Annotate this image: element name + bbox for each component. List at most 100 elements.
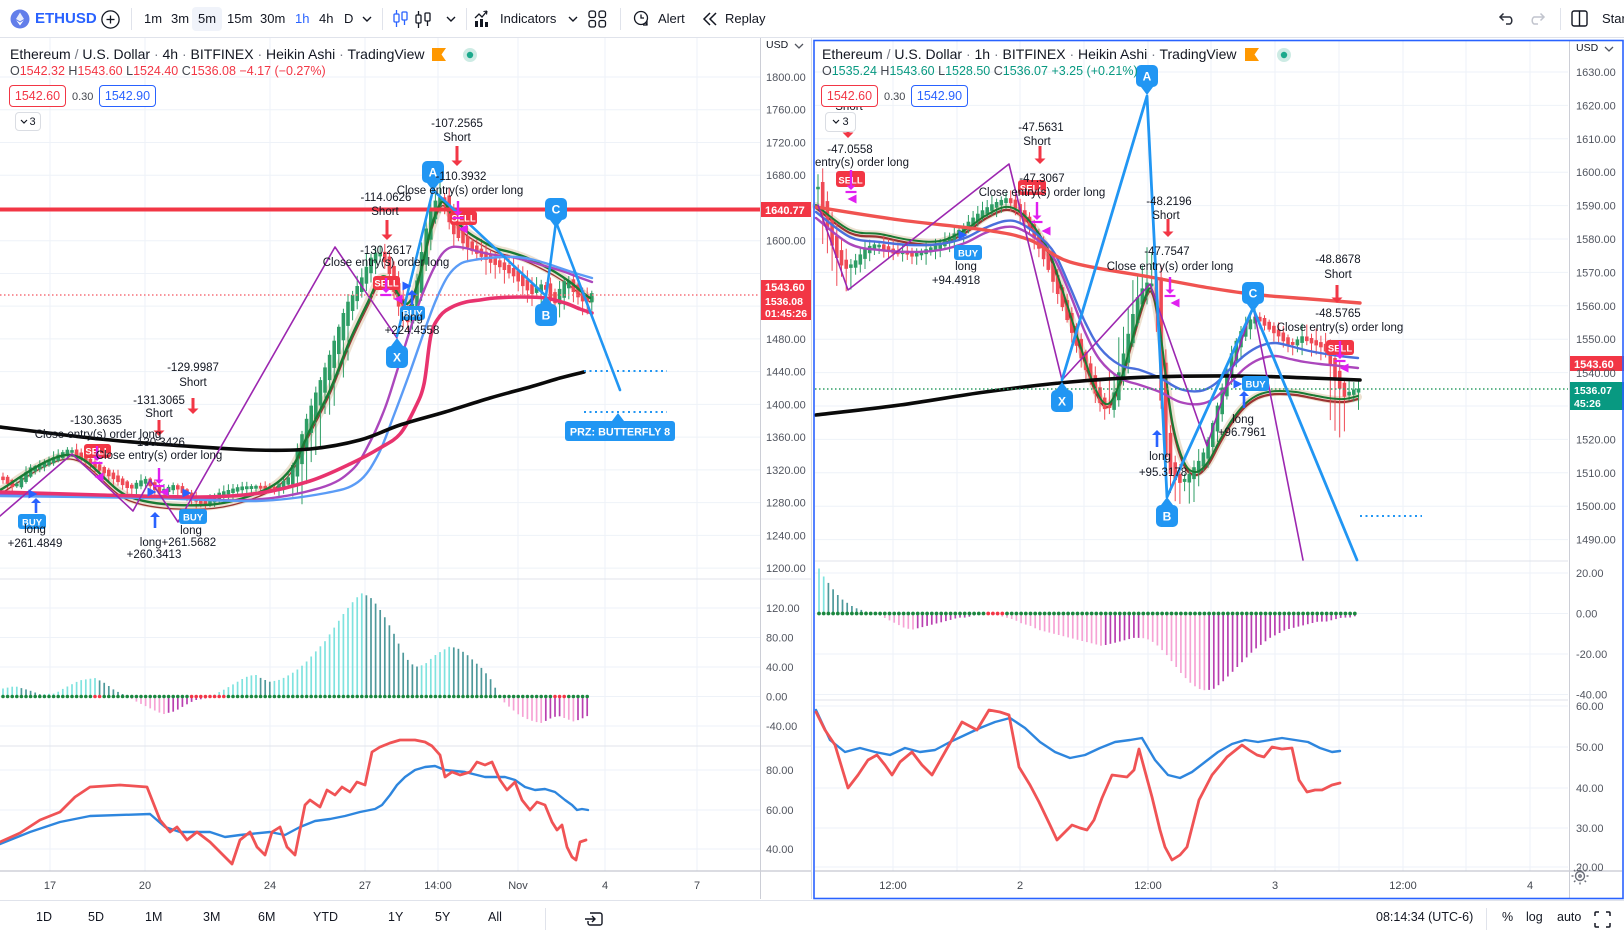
svg-text:1200.00: 1200.00 (766, 563, 806, 575)
svg-text:1590.00: 1590.00 (1576, 201, 1616, 213)
svg-text:60.00: 60.00 (1576, 701, 1604, 713)
svg-text:1760.00: 1760.00 (766, 105, 806, 117)
svg-text:Close entry(s) order long: Close entry(s) order long (323, 257, 450, 269)
svg-text:Short: Short (1324, 269, 1352, 281)
svg-text:-107.2565: -107.2565 (431, 118, 483, 130)
svg-text:+260.3413: +260.3413 (127, 549, 182, 561)
svg-text:40.00: 40.00 (766, 844, 794, 856)
svg-text:-131.3065: -131.3065 (133, 395, 185, 407)
svg-text:12:00: 12:00 (879, 880, 907, 892)
svg-text:2: 2 (1017, 880, 1023, 892)
svg-text:USD: USD (1576, 42, 1599, 54)
svg-text:long: long (401, 312, 423, 324)
svg-text:17: 17 (44, 880, 56, 892)
svg-text:7: 7 (694, 880, 700, 892)
svg-text:4: 4 (1527, 880, 1533, 892)
svg-text:1520.00: 1520.00 (1576, 434, 1616, 446)
svg-text:1580.00: 1580.00 (1576, 234, 1616, 246)
svg-text:Short: Short (1152, 210, 1180, 222)
svg-text:-130.3635: -130.3635 (70, 415, 122, 427)
svg-text:01:45:26: 01:45:26 (765, 308, 807, 320)
svg-text:1510.00: 1510.00 (1576, 468, 1616, 480)
svg-text:12:00: 12:00 (1134, 880, 1162, 892)
svg-text:50.00: 50.00 (1576, 742, 1604, 754)
svg-text:Close entry(s) order long: Close entry(s) order long (1277, 322, 1404, 334)
svg-text:-130.2617: -130.2617 (360, 245, 412, 257)
svg-text:+224.4558: +224.4558 (385, 325, 440, 337)
svg-text:1400.00: 1400.00 (766, 399, 806, 411)
svg-text:Short: Short (179, 377, 207, 389)
svg-text:BUY: BUY (402, 309, 423, 320)
svg-text:20.00: 20.00 (1576, 862, 1604, 874)
svg-text:long: long (24, 524, 46, 536)
svg-text:12:00: 12:00 (1389, 880, 1417, 892)
svg-text:Close entry(s) order long: Close entry(s) order long (979, 187, 1106, 199)
svg-text:1536.08: 1536.08 (765, 296, 803, 308)
svg-text:B: B (1163, 510, 1172, 524)
svg-text:1490.00: 1490.00 (1576, 535, 1616, 547)
svg-text:Short: Short (443, 132, 471, 144)
svg-text:40.00: 40.00 (766, 662, 794, 674)
svg-text:30.00: 30.00 (1576, 823, 1604, 835)
svg-text:Close entry(s) order long: Close entry(s) order long (397, 185, 524, 197)
svg-text:60.00: 60.00 (766, 805, 794, 817)
svg-text:1543.60: 1543.60 (765, 282, 805, 294)
svg-text:X: X (1058, 395, 1066, 409)
svg-text:-47.0558: -47.0558 (827, 144, 872, 156)
svg-text:0.00: 0.00 (1576, 609, 1597, 621)
svg-text:long: long (1232, 414, 1254, 426)
svg-text:Close entry(s) order long: Close entry(s) order long (96, 450, 223, 462)
svg-text:1320.00: 1320.00 (766, 465, 806, 477)
svg-text:BUY: BUY (958, 249, 979, 260)
svg-text:C: C (552, 203, 561, 217)
svg-text:PRZ: BUTTERFLY 8: PRZ: BUTTERFLY 8 (570, 427, 670, 439)
svg-text:long: long (180, 525, 202, 537)
svg-text:BUY: BUY (1245, 380, 1266, 391)
svg-text:long: long (955, 261, 977, 273)
svg-text:1640.77: 1640.77 (765, 205, 805, 217)
svg-text:80.00: 80.00 (766, 633, 794, 645)
svg-text:long: long (1149, 451, 1171, 463)
svg-text:A: A (429, 166, 438, 180)
svg-text:1480.00: 1480.00 (766, 334, 806, 346)
svg-text:-130.3426: -130.3426 (133, 437, 185, 449)
svg-text:-48.5765: -48.5765 (1315, 308, 1360, 320)
svg-text:+96.7961: +96.7961 (1218, 427, 1266, 439)
svg-text:1720.00: 1720.00 (766, 137, 806, 149)
svg-text:Nov: Nov (508, 880, 528, 892)
svg-text:C: C (1249, 287, 1258, 301)
svg-text:1536.07: 1536.07 (1574, 385, 1612, 397)
svg-text:+95.3178: +95.3178 (1139, 467, 1187, 479)
svg-text:1620.00: 1620.00 (1576, 100, 1616, 112)
svg-text:-20.00: -20.00 (1576, 649, 1607, 661)
svg-text:4: 4 (602, 880, 608, 892)
svg-text:1360.00: 1360.00 (766, 432, 806, 444)
svg-text:14:00: 14:00 (424, 880, 452, 892)
svg-text:120.00: 120.00 (766, 603, 800, 615)
svg-text:BUY: BUY (183, 513, 204, 524)
svg-text:1500.00: 1500.00 (1576, 501, 1616, 513)
svg-text:Close entry(s) order long: Close entry(s) order long (35, 429, 162, 441)
svg-text:1800.00: 1800.00 (766, 72, 806, 84)
svg-text:-47.3067: -47.3067 (1019, 173, 1064, 185)
svg-text:20.00: 20.00 (1576, 568, 1604, 580)
svg-text:Short: Short (145, 408, 173, 420)
svg-text:3: 3 (1272, 880, 1278, 892)
svg-text:27: 27 (359, 880, 371, 892)
svg-text:SELL: SELL (1020, 184, 1044, 195)
svg-text:45:26: 45:26 (1574, 398, 1601, 410)
svg-text:-40.00: -40.00 (1576, 690, 1607, 702)
svg-text:1630.00: 1630.00 (1576, 67, 1616, 79)
svg-text:long+261.5682: long+261.5682 (140, 537, 216, 549)
svg-text:20: 20 (139, 880, 151, 892)
svg-text:-110.3932: -110.3932 (436, 171, 487, 183)
svg-text:1610.00: 1610.00 (1576, 134, 1616, 146)
svg-text:1680.00: 1680.00 (766, 170, 806, 182)
svg-text:BUY: BUY (22, 518, 43, 529)
svg-text:24: 24 (264, 880, 276, 892)
svg-text:1560.00: 1560.00 (1576, 301, 1616, 313)
svg-text:SELL: SELL (451, 214, 475, 225)
svg-text:-47.5631: -47.5631 (1018, 122, 1063, 134)
svg-text:USD: USD (766, 39, 789, 51)
svg-text:-48.2196: -48.2196 (1146, 196, 1191, 208)
